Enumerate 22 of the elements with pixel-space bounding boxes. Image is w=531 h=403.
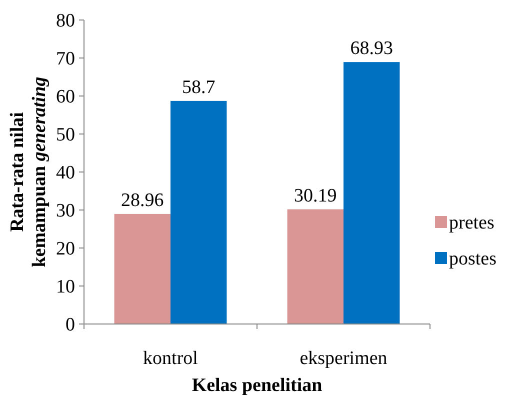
data-label: 68.93 bbox=[350, 38, 393, 60]
y-tick-label: 20 bbox=[56, 238, 75, 260]
data-label: 58.7 bbox=[182, 76, 216, 98]
y-tick-label: 0 bbox=[66, 314, 75, 336]
y-tick-label: 70 bbox=[56, 48, 75, 70]
x-axis-title: Kelas penelitian bbox=[192, 375, 323, 396]
x-tick-label: eksperimen bbox=[300, 348, 388, 369]
y-tick-label: 30 bbox=[56, 200, 75, 222]
y-tick-label: 10 bbox=[56, 276, 75, 298]
x-tick-label: kontrol bbox=[143, 348, 198, 369]
y-tick-label: 40 bbox=[56, 162, 75, 184]
bar bbox=[114, 214, 170, 324]
data-label: 28.96 bbox=[121, 190, 164, 211]
legend-label: pretes bbox=[449, 212, 494, 234]
bar bbox=[170, 100, 227, 324]
y-tick-label: 80 bbox=[56, 10, 75, 32]
bar bbox=[344, 62, 400, 324]
bar bbox=[287, 209, 344, 324]
y-tick-label: 50 bbox=[56, 124, 75, 146]
data-label: 30.19 bbox=[294, 185, 337, 206]
legend-label: postes bbox=[449, 248, 496, 270]
y-tick-label: 60 bbox=[56, 86, 75, 108]
